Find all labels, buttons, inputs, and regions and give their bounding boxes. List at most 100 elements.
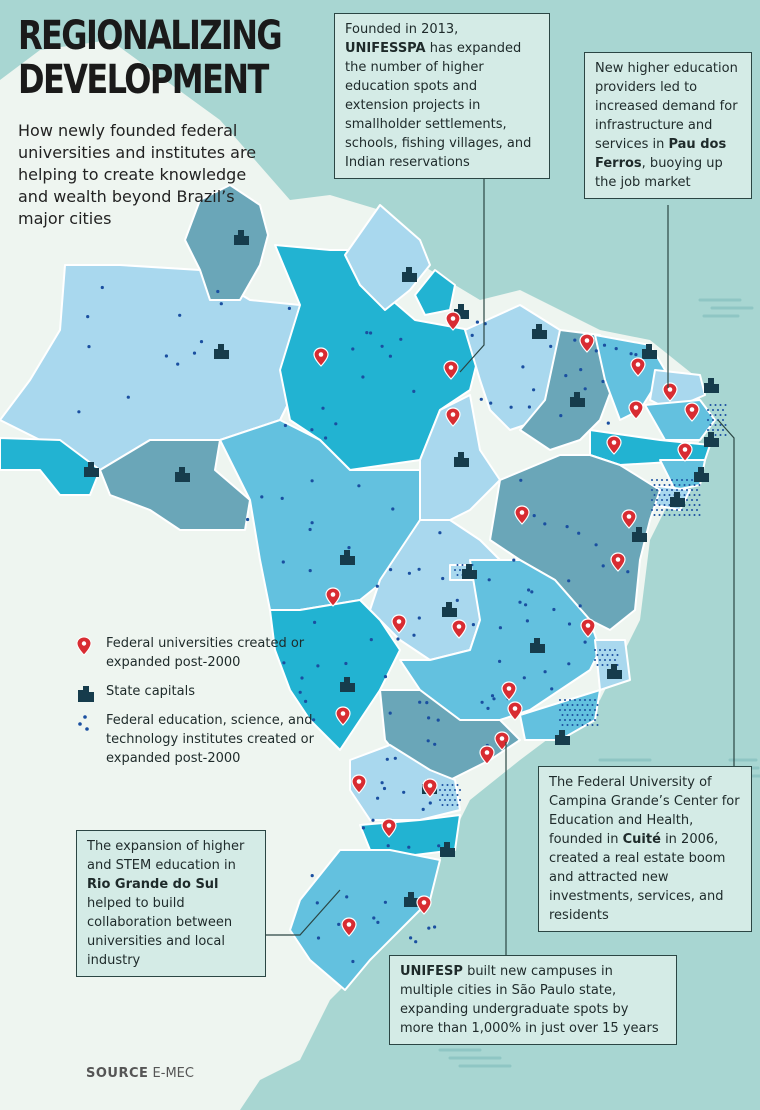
legend-label: Federal universities created or expanded… xyxy=(106,636,305,670)
institute-dot xyxy=(566,704,569,706)
institute-dot xyxy=(576,714,579,716)
map-pin-icon xyxy=(630,357,646,377)
institute-dot xyxy=(668,494,671,496)
institute-dot xyxy=(714,414,717,416)
institute-dot xyxy=(589,699,591,701)
map-pin-icon xyxy=(677,442,693,462)
institute-dot xyxy=(653,494,656,496)
institute-dot xyxy=(313,620,317,625)
institute-dot xyxy=(651,489,653,491)
institute-dot xyxy=(433,925,437,929)
institute-dot xyxy=(487,578,491,582)
institute-dot xyxy=(310,428,314,432)
institute-dot xyxy=(441,784,444,786)
institute-dot xyxy=(100,285,104,290)
institute-dot xyxy=(579,368,583,372)
callout-text: Founded in 2013, xyxy=(345,22,459,37)
institute-dot xyxy=(601,664,604,666)
institute-dot xyxy=(693,484,696,486)
institute-dot xyxy=(666,489,668,491)
institute-dot xyxy=(696,509,698,511)
callout-unifesspa: Founded in 2013, UNIFESSPA has expanded … xyxy=(334,13,550,179)
institute-dot xyxy=(611,654,614,656)
institute-dot xyxy=(376,920,380,925)
institute-dot xyxy=(385,757,389,761)
institute-dot xyxy=(282,661,286,665)
institute-dot xyxy=(441,576,445,581)
institute-dot xyxy=(280,496,284,500)
institute-dot xyxy=(389,568,393,572)
map-pin-icon xyxy=(451,619,467,639)
institute-dot xyxy=(584,709,586,711)
institute-dot xyxy=(696,489,698,491)
map-pin-icon xyxy=(416,895,432,915)
institute-dot xyxy=(604,659,606,661)
leader-unifesspa xyxy=(459,165,485,373)
institute-dot xyxy=(402,790,406,794)
institute-dot xyxy=(451,804,454,806)
capital-icon xyxy=(454,452,469,467)
institute-dot xyxy=(576,724,579,726)
institute-dot xyxy=(310,874,314,878)
institute-dot xyxy=(609,659,611,661)
map-pin-icon xyxy=(610,552,626,572)
institute-dot xyxy=(199,340,204,344)
institute-dot xyxy=(584,699,586,701)
institute-dot xyxy=(461,564,464,566)
state-marajo xyxy=(414,269,456,316)
institute-dot xyxy=(596,654,599,656)
institute-dot xyxy=(414,940,418,944)
institute-dot xyxy=(688,504,691,506)
institute-dot xyxy=(459,569,461,571)
institute-dot xyxy=(383,900,387,904)
institute-dot xyxy=(559,414,563,418)
institute-dot xyxy=(717,409,719,411)
institute-dot xyxy=(527,405,532,409)
institute-dot xyxy=(722,429,724,431)
institute-dot xyxy=(312,718,316,722)
institute-dot xyxy=(681,479,683,481)
map-pin-icon xyxy=(514,505,530,525)
callout-highlight: UNIFESP xyxy=(400,964,463,979)
institute-dot xyxy=(480,700,484,704)
institute-dot xyxy=(666,479,668,481)
state-parana xyxy=(349,744,461,821)
callout-text: helped to build collaboration between un… xyxy=(87,896,233,968)
institute-dot xyxy=(571,724,574,726)
capital-icon xyxy=(234,230,249,245)
capital-icon xyxy=(642,344,657,359)
legend-label: State capitals xyxy=(106,684,195,699)
institute-dot xyxy=(596,704,599,706)
institute-dot xyxy=(417,616,421,620)
institute-dot xyxy=(393,756,397,760)
institute-dot xyxy=(578,604,582,608)
map-pin-icon xyxy=(606,435,622,455)
callout-cuite: The Federal University of Campina Grande… xyxy=(538,766,752,932)
institute-dot xyxy=(391,507,395,511)
institute-dot xyxy=(543,522,547,526)
institute-dot xyxy=(451,794,454,796)
institute-dot xyxy=(712,419,714,421)
legend-label: Federal education, science, and technolo… xyxy=(106,713,314,766)
institute-dot xyxy=(683,514,686,516)
institute-dot xyxy=(717,429,719,431)
callout-text: The Federal University of Campina Grande… xyxy=(549,775,740,847)
institute-dot xyxy=(561,704,564,706)
institute-dot xyxy=(569,709,571,711)
institute-dot xyxy=(459,789,461,791)
building-icon xyxy=(78,686,94,702)
institute-dot xyxy=(661,509,663,511)
institute-dot xyxy=(246,517,250,522)
callout-highlight: Cuité xyxy=(622,832,661,847)
institute-dot xyxy=(616,654,619,656)
callout-text: New higher education providers led to in… xyxy=(595,61,738,152)
institute-dot xyxy=(567,579,571,583)
institute-dot xyxy=(599,649,601,651)
institute-dot xyxy=(454,799,456,801)
institute-dot xyxy=(371,818,375,822)
institute-dot xyxy=(449,789,451,791)
institute-dot xyxy=(454,569,456,571)
institute-dot xyxy=(446,784,449,786)
institute-dot xyxy=(606,664,609,666)
legend-capitals: State capitals xyxy=(76,682,326,702)
